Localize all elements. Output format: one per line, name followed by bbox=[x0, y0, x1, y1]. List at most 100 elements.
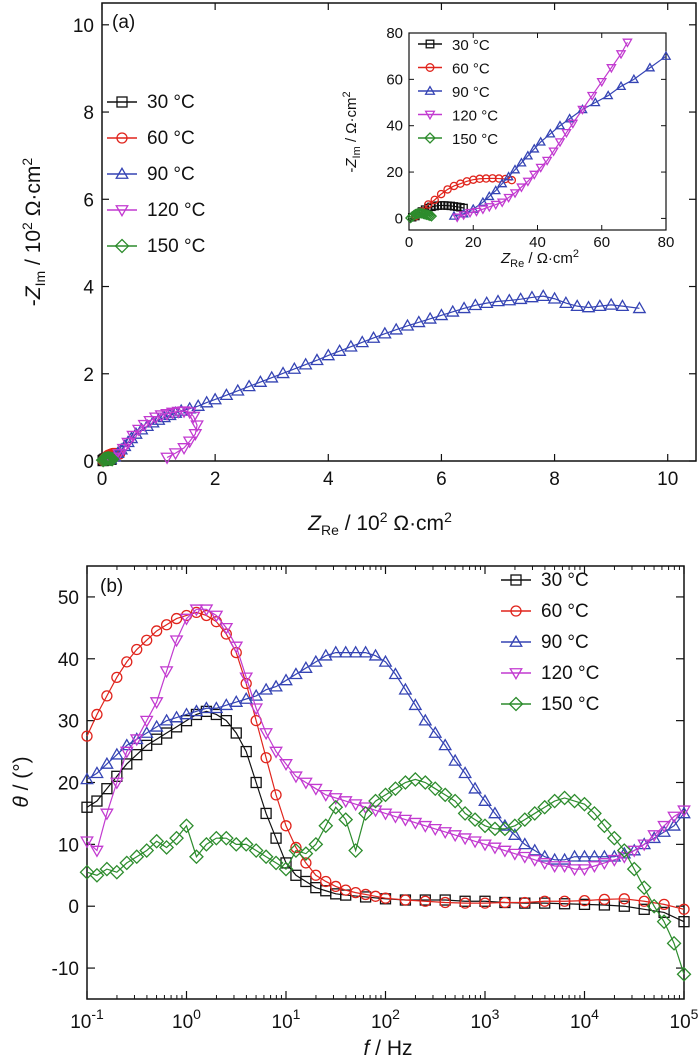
inset-legend-label-30: 30 °C bbox=[452, 37, 490, 54]
panel-b-point-90 bbox=[209, 701, 224, 714]
panel-b-point-150 bbox=[477, 818, 493, 834]
panel-a-point-90 bbox=[287, 361, 302, 374]
panel-b-point-120 bbox=[229, 641, 244, 654]
panel-a-point-90 bbox=[389, 322, 404, 335]
panel-b-point-60 bbox=[618, 893, 630, 905]
panel-a-point-90 bbox=[445, 304, 460, 317]
inset-point-120 bbox=[464, 208, 476, 219]
panel-a-point-90 bbox=[332, 344, 347, 356]
panel-b-point-30 bbox=[678, 916, 690, 928]
panel-b-point-150 bbox=[139, 843, 155, 858]
panel-a-legend-marker-120 bbox=[115, 205, 129, 218]
panel-a-series-120 bbox=[103, 406, 204, 467]
panel-b-legend-label-60: 60 °C bbox=[541, 601, 589, 622]
panel-b-point-150 bbox=[169, 830, 184, 846]
panel-b-point-90 bbox=[308, 654, 323, 667]
inset-x-axis-label: ZRe / Ω·cm2 bbox=[500, 248, 579, 270]
panel-b-point-120 bbox=[657, 820, 671, 833]
panel-b-x-tick-label: 102 bbox=[371, 1006, 400, 1033]
panel-b-point-90 bbox=[269, 679, 283, 692]
panel-b-legend-marker-60 bbox=[510, 605, 522, 617]
panel-a-x-tick-label: 0 bbox=[97, 469, 108, 490]
panel-b-line-90 bbox=[86, 651, 685, 861]
panel-b-point-30 bbox=[578, 898, 591, 911]
panel-a-point-120 bbox=[143, 415, 157, 428]
panel-b-point-120 bbox=[119, 746, 134, 759]
inset-point-120 bbox=[548, 147, 559, 157]
panel-b-series-150 bbox=[79, 771, 692, 982]
panel-b-point-30 bbox=[300, 875, 312, 888]
inset-series-120 bbox=[451, 38, 633, 223]
panel-b-point-120 bbox=[368, 805, 383, 818]
panel-a-point-90 bbox=[525, 290, 539, 303]
panel-b-point-90 bbox=[537, 849, 552, 862]
inset-point-120 bbox=[535, 163, 546, 173]
panel-a-point-90 bbox=[592, 299, 607, 312]
panel-a-point-90 bbox=[253, 374, 268, 387]
panel-b-point-150 bbox=[527, 806, 543, 821]
panel-b-y-tick-label: -10 bbox=[52, 959, 79, 980]
panel-b-point-90 bbox=[458, 766, 472, 779]
panel-b-point-60 bbox=[121, 656, 133, 668]
panel-b-point-120 bbox=[537, 858, 552, 870]
panel-a-point-120 bbox=[116, 443, 131, 456]
panel-b-line-120 bbox=[86, 608, 685, 870]
panel-b-point-90 bbox=[279, 673, 293, 686]
inset-point-120 bbox=[477, 205, 489, 215]
panel-b-point-120 bbox=[259, 728, 273, 741]
panel-b-point-60 bbox=[459, 897, 471, 909]
inset-point-120 bbox=[471, 207, 482, 217]
panel-b-point-90 bbox=[119, 738, 134, 751]
panel-b-x-tick-label: 100 bbox=[172, 1006, 201, 1033]
panel-b-legend-marker-120 bbox=[509, 668, 523, 681]
panel-b-point-120 bbox=[139, 715, 154, 728]
panel-b-point-120 bbox=[348, 799, 363, 812]
inset-legend-marker-90 bbox=[424, 85, 436, 95]
panel-b-point-150 bbox=[557, 790, 573, 806]
panel-b-point-120 bbox=[478, 839, 492, 852]
panel-a-legend: 30 °C 60 °C 90 °C 120 °C 150 °C bbox=[107, 92, 205, 257]
panel-b-x-tick-label: 101 bbox=[272, 1006, 301, 1033]
panel-b-point-150 bbox=[179, 818, 194, 834]
inset-legend-label-120: 120 °C bbox=[452, 108, 498, 125]
inset-y-tick-label: 60 bbox=[386, 71, 403, 88]
panel-b-point-120 bbox=[667, 811, 681, 824]
panel-a-point-120 bbox=[148, 412, 163, 425]
inset-legend-marker-120 bbox=[424, 110, 436, 121]
panel-a-point-120 bbox=[121, 437, 135, 450]
panel-b-series-60 bbox=[81, 606, 690, 915]
panel-b-point-30 bbox=[270, 832, 282, 844]
panel-b-point-120 bbox=[428, 823, 443, 836]
panel-b-point-150 bbox=[368, 793, 383, 809]
panel-b-point-120 bbox=[458, 833, 472, 846]
panel-b-point-60 bbox=[270, 789, 282, 801]
inset-point-120 bbox=[586, 91, 598, 102]
panel-b-point-60 bbox=[399, 894, 412, 906]
panel-a-point-90 bbox=[134, 422, 149, 435]
panel-b-point-90 bbox=[80, 772, 94, 785]
inset-point-120 bbox=[561, 128, 572, 139]
panel-a-legend-label-120: 120 °C bbox=[147, 200, 205, 221]
panel-b-legend-marker-30 bbox=[510, 574, 522, 586]
inset-x-tick-label: 0 bbox=[405, 234, 413, 251]
inset-series-60 bbox=[411, 174, 517, 221]
panel-a-point-150 bbox=[100, 450, 116, 466]
panel-b-point-60 bbox=[101, 690, 113, 702]
inset-legend: 30 °C 60 °C 90 °C 120 °C 150 °C bbox=[418, 37, 498, 148]
panel-a-legend-label-150: 150 °C bbox=[147, 236, 205, 257]
inset-y-tick-label: 20 bbox=[386, 164, 403, 181]
panel-b-point-150 bbox=[626, 861, 642, 877]
panel-a-point-120 bbox=[190, 420, 204, 433]
panel-b-legend-marker-90 bbox=[509, 634, 523, 647]
inset-point-150 bbox=[425, 210, 438, 222]
panel-b-legend-entry-150: 150 °C bbox=[501, 694, 599, 715]
panel-a-legend-label-30: 30 °C bbox=[147, 92, 195, 113]
panel-b-point-150 bbox=[348, 843, 364, 858]
panel-b-point-90 bbox=[139, 725, 154, 738]
inset-point-120 bbox=[567, 119, 579, 129]
inset-point-120 bbox=[509, 189, 521, 199]
panel-b-point-60 bbox=[678, 903, 690, 915]
panel-b-point-30 bbox=[638, 903, 650, 915]
panel-a-y-tick-label: 6 bbox=[83, 190, 94, 211]
